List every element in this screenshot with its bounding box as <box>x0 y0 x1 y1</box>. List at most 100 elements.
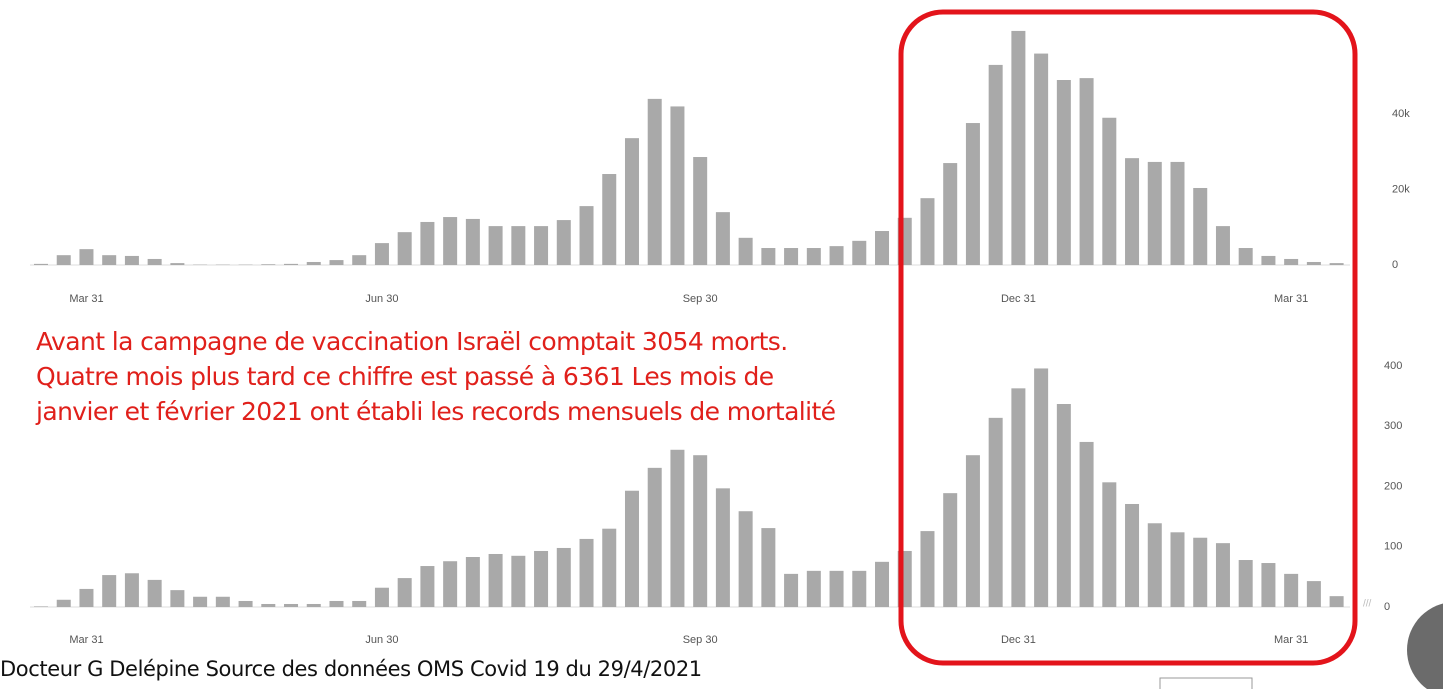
bar <box>1056 80 1071 265</box>
bar <box>784 248 799 265</box>
annotation-line: janvier et février 2021 ont établi les r… <box>35 397 836 426</box>
x-tick-label: Mar 31 <box>1274 293 1308 305</box>
bar <box>965 123 980 266</box>
bar <box>261 264 276 265</box>
bar <box>1215 543 1230 607</box>
bar <box>1329 596 1344 607</box>
bar <box>352 255 367 265</box>
bar <box>602 528 617 607</box>
bar <box>1306 581 1321 607</box>
bar <box>261 603 276 607</box>
footer: Docteur G Delépine Source des données OM… <box>0 657 702 681</box>
bar <box>511 555 526 607</box>
bar <box>556 547 571 607</box>
bar <box>1102 117 1117 265</box>
x-tick-label: Sep 30 <box>683 634 718 646</box>
bar <box>79 588 94 607</box>
bar <box>238 600 253 607</box>
annotation-line: Quatre mois plus tard ce chiffre est pas… <box>36 362 774 391</box>
y-tick-label: 300 <box>1384 420 1402 432</box>
bar <box>556 220 571 265</box>
bar <box>374 587 389 607</box>
bar <box>920 198 935 265</box>
bar <box>1125 158 1140 265</box>
bar <box>1284 573 1299 607</box>
bar <box>784 573 799 607</box>
bar <box>806 248 821 265</box>
bar <box>56 255 71 265</box>
bar <box>284 603 299 607</box>
y-tick-label: 40k <box>1392 108 1410 120</box>
bar <box>124 255 139 265</box>
x-tick-label: Mar 31 <box>1274 634 1308 646</box>
bar <box>693 157 708 265</box>
bar <box>34 606 48 607</box>
bar <box>102 575 117 607</box>
bar <box>284 263 299 265</box>
bar <box>534 226 549 265</box>
bar <box>1125 503 1140 607</box>
marks: 0 20k 40k Mar 31 Jun 30 Sep 30 Dec 31 Mar 31 0 10… <box>30 30 1410 646</box>
annotation-line: Avant la campagne de vaccination Israël … <box>36 327 788 356</box>
bar <box>875 561 890 607</box>
bar <box>829 570 844 607</box>
bar <box>465 557 480 607</box>
bar <box>1079 441 1094 607</box>
bar <box>693 455 708 607</box>
bar <box>397 578 412 607</box>
bar <box>715 488 730 607</box>
bar <box>534 550 549 607</box>
bar <box>1261 255 1276 265</box>
bar <box>488 553 503 607</box>
y-tick-label: 200 <box>1384 480 1402 492</box>
y-tick-label: 0 <box>1384 601 1390 613</box>
bar <box>306 603 321 607</box>
bar <box>420 221 435 265</box>
bar <box>624 490 639 607</box>
bar <box>579 206 594 265</box>
bar <box>215 596 230 607</box>
bar <box>738 511 753 607</box>
bar <box>988 64 1003 265</box>
bar <box>829 246 844 265</box>
bar <box>79 249 94 265</box>
y-tick-label: 20k <box>1392 183 1410 195</box>
x-tick-label: Mar 31 <box>69 634 103 646</box>
bar <box>124 573 139 607</box>
bar <box>420 566 435 607</box>
hatch: /// <box>1363 599 1372 610</box>
bar <box>1102 482 1117 607</box>
bar <box>852 570 867 607</box>
bar <box>170 590 185 607</box>
bar <box>579 538 594 607</box>
bar <box>1034 53 1049 265</box>
bar <box>761 248 776 265</box>
y-tick-label: 0 <box>1392 259 1398 271</box>
bar <box>738 237 753 265</box>
bar <box>943 163 958 265</box>
x-tick-label: Dec 31 <box>1001 634 1036 646</box>
bar <box>1329 263 1344 265</box>
bar <box>352 600 367 607</box>
bar <box>715 212 730 265</box>
bar <box>943 493 958 607</box>
x-tick-label: Dec 31 <box>1001 293 1036 305</box>
bar <box>147 258 162 265</box>
bar <box>670 449 685 607</box>
bar <box>193 596 208 607</box>
bar <box>1147 523 1162 607</box>
bar <box>329 260 344 265</box>
bar <box>806 570 821 607</box>
bar <box>397 232 412 265</box>
bar <box>1011 30 1026 266</box>
x-tick-label: Mar 31 <box>69 293 103 305</box>
bar <box>988 417 1003 607</box>
bar <box>647 98 662 265</box>
bar <box>102 255 117 265</box>
bar <box>1193 537 1208 607</box>
chat-button[interactable] <box>1407 602 1443 689</box>
bar <box>647 467 662 607</box>
bar <box>1238 248 1253 265</box>
